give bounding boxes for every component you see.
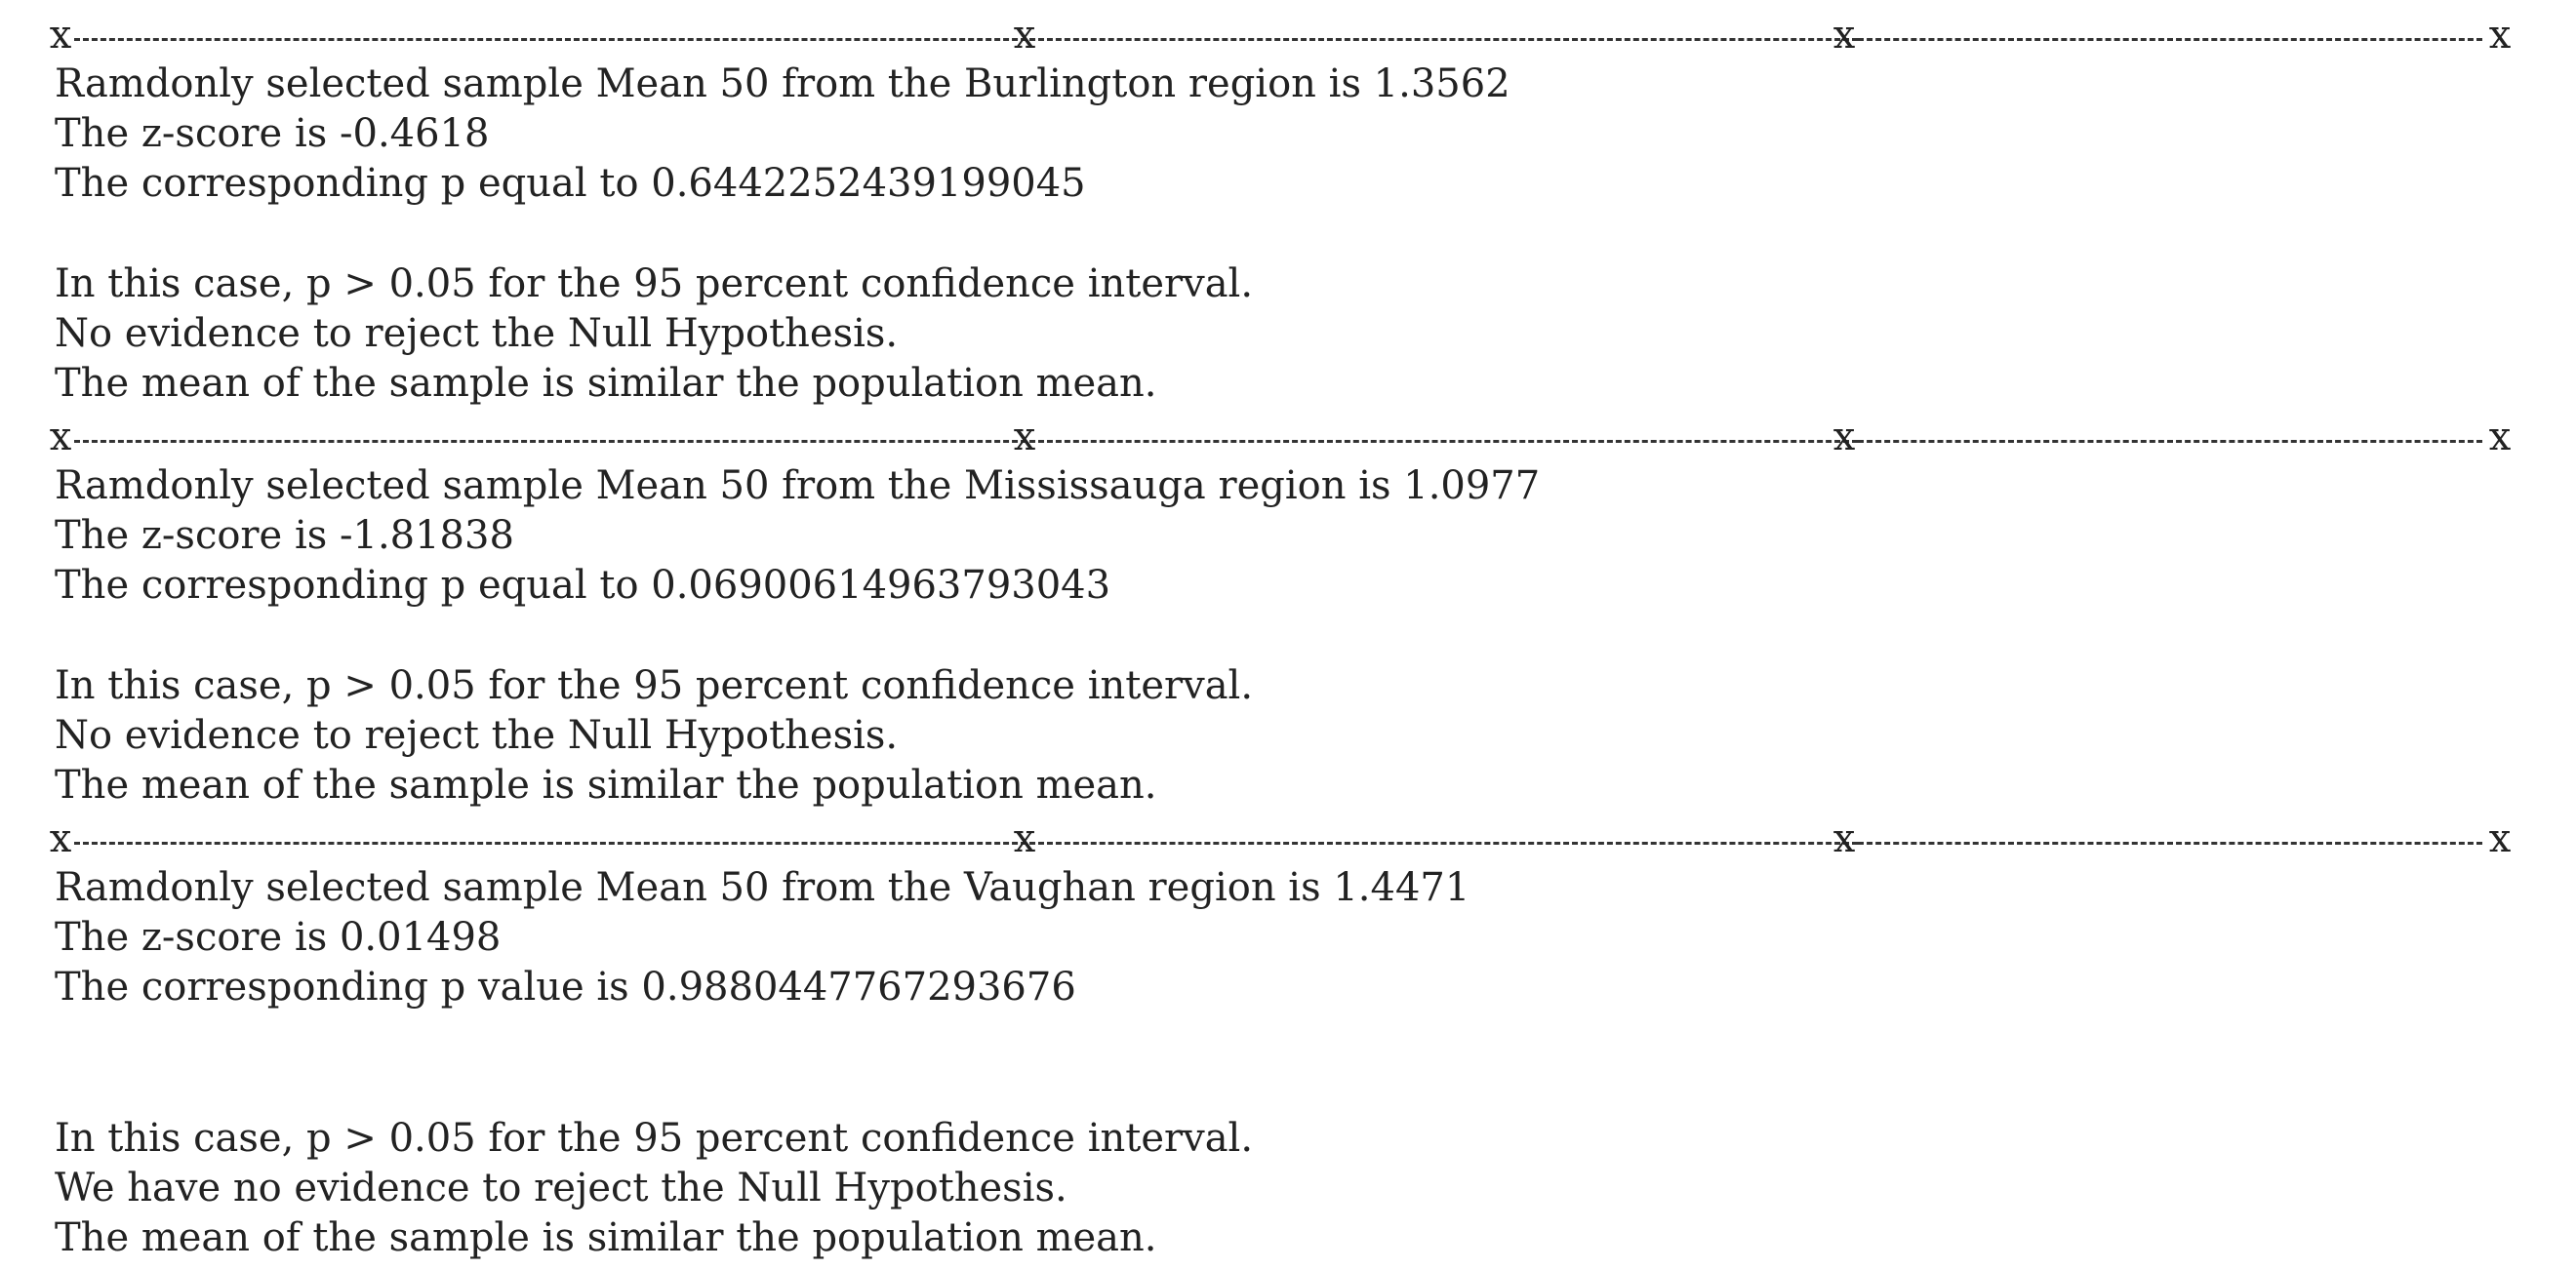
conclusion-line: No evidence to reject the Null Hypothesi… [55,713,899,758]
conclusion-line: In this case, p > 0.05 for the 95 percen… [55,1116,1254,1161]
conclusion-line: The mean of the sample is similar the po… [55,1215,1157,1260]
separator-marker: x [2488,13,2512,58]
separator-marker: x [1832,816,1856,861]
separator-dashes [74,842,1044,845]
conclusion-line: The mean of the sample is similar the po… [55,763,1157,808]
p-value-line: The corresponding p equal to 0.644225243… [55,161,1086,206]
separator-dashes [1038,38,1858,41]
separator-line: x x x x [50,10,2517,60]
conclusion-line: The mean of the sample is similar the po… [55,361,1157,406]
conclusion-line: In this case, p > 0.05 for the 95 percen… [55,663,1254,708]
conclusion-line: We have no evidence to reject the Null H… [55,1166,1067,1210]
separator-marker: x [1832,13,1856,58]
separator-marker: x [1013,415,1036,459]
separator-dashes [74,440,1044,443]
separator-dashes [74,38,1044,41]
z-score-line: The z-score is 0.01498 [55,915,502,960]
separator-marker: x [1013,816,1036,861]
separator-marker: x [1013,13,1036,58]
p-value-line: The corresponding p equal to 0.069006149… [55,563,1111,608]
separator-marker: x [2488,816,2512,861]
conclusion-line: No evidence to reject the Null Hypothesi… [55,311,899,356]
separator-dashes [1038,440,1858,443]
conclusion-line: In this case, p > 0.05 for the 95 percen… [55,261,1254,306]
separator-dashes [1858,842,2482,845]
separator-marker: x [49,415,72,459]
separator-marker: x [49,816,72,861]
separator-line: x x x x [50,814,2517,864]
separator-marker: x [1832,415,1856,459]
sample-mean-line: Ramdonly selected sample Mean 50 from th… [55,865,1470,910]
z-score-line: The z-score is -1.81838 [55,513,514,558]
separator-marker: x [49,13,72,58]
p-value-line: The corresponding p value is 0.988044776… [55,965,1076,1010]
sample-mean-line: Ramdonly selected sample Mean 50 from th… [55,61,1510,106]
separator-dashes [1858,440,2482,443]
sample-mean-line: Ramdonly selected sample Mean 50 from th… [55,463,1541,508]
separator-marker: x [2488,415,2512,459]
separator-line: x x x x [50,412,2517,462]
separator-dashes [1038,842,1858,845]
z-score-line: The z-score is -0.4618 [55,111,490,156]
separator-dashes [1858,38,2482,41]
